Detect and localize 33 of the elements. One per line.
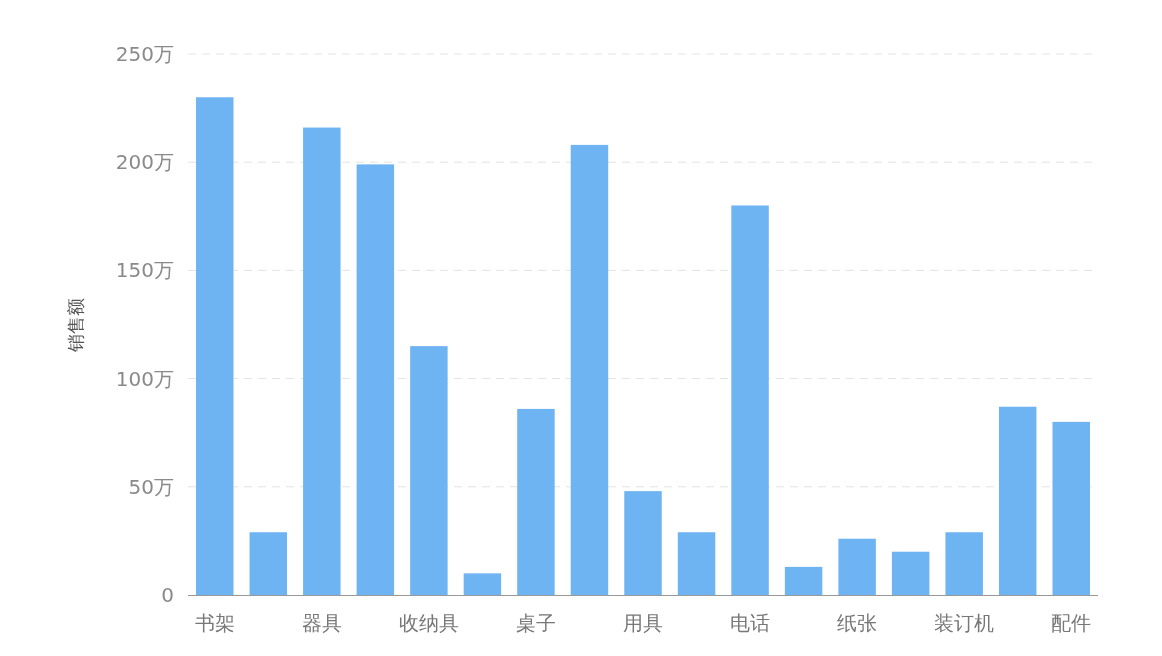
- x-tick-label: 器具: [301, 611, 342, 635]
- y-tick-label: 50万: [128, 474, 174, 499]
- bar: [677, 532, 716, 595]
- bar: [731, 205, 769, 595]
- bar: [517, 408, 555, 595]
- x-tick-label: 用具: [623, 611, 663, 635]
- x-tick-label: 配件: [1051, 611, 1092, 635]
- bar: [1052, 421, 1090, 595]
- x-tick-label: 收纳具: [398, 611, 459, 635]
- bar: [998, 406, 1037, 595]
- x-tick-label: 桌子: [515, 611, 556, 635]
- bar: [838, 538, 876, 595]
- bar: [463, 573, 502, 595]
- bar: [410, 346, 448, 595]
- bar: [945, 532, 983, 595]
- y-tick-label: 100万: [115, 366, 174, 391]
- bar: [249, 532, 288, 595]
- y-axis-title: 销售额: [65, 298, 86, 353]
- x-tick-label: 书架: [194, 611, 235, 635]
- bar: [784, 566, 823, 595]
- y-tick-label: 150万: [115, 258, 174, 283]
- bar: [196, 97, 234, 595]
- bar: [570, 144, 609, 595]
- bar: [356, 164, 395, 595]
- bar: [303, 127, 341, 595]
- bar: [624, 491, 662, 595]
- y-tick-label: 200万: [115, 150, 174, 175]
- bar: [891, 551, 930, 595]
- x-tick-label: 电话: [730, 611, 771, 635]
- x-tick-label: 纸张: [837, 611, 878, 635]
- y-tick-label: 0: [161, 583, 174, 607]
- x-tick-label: 装订机: [934, 611, 995, 635]
- y-tick-label: 250万: [115, 42, 174, 66]
